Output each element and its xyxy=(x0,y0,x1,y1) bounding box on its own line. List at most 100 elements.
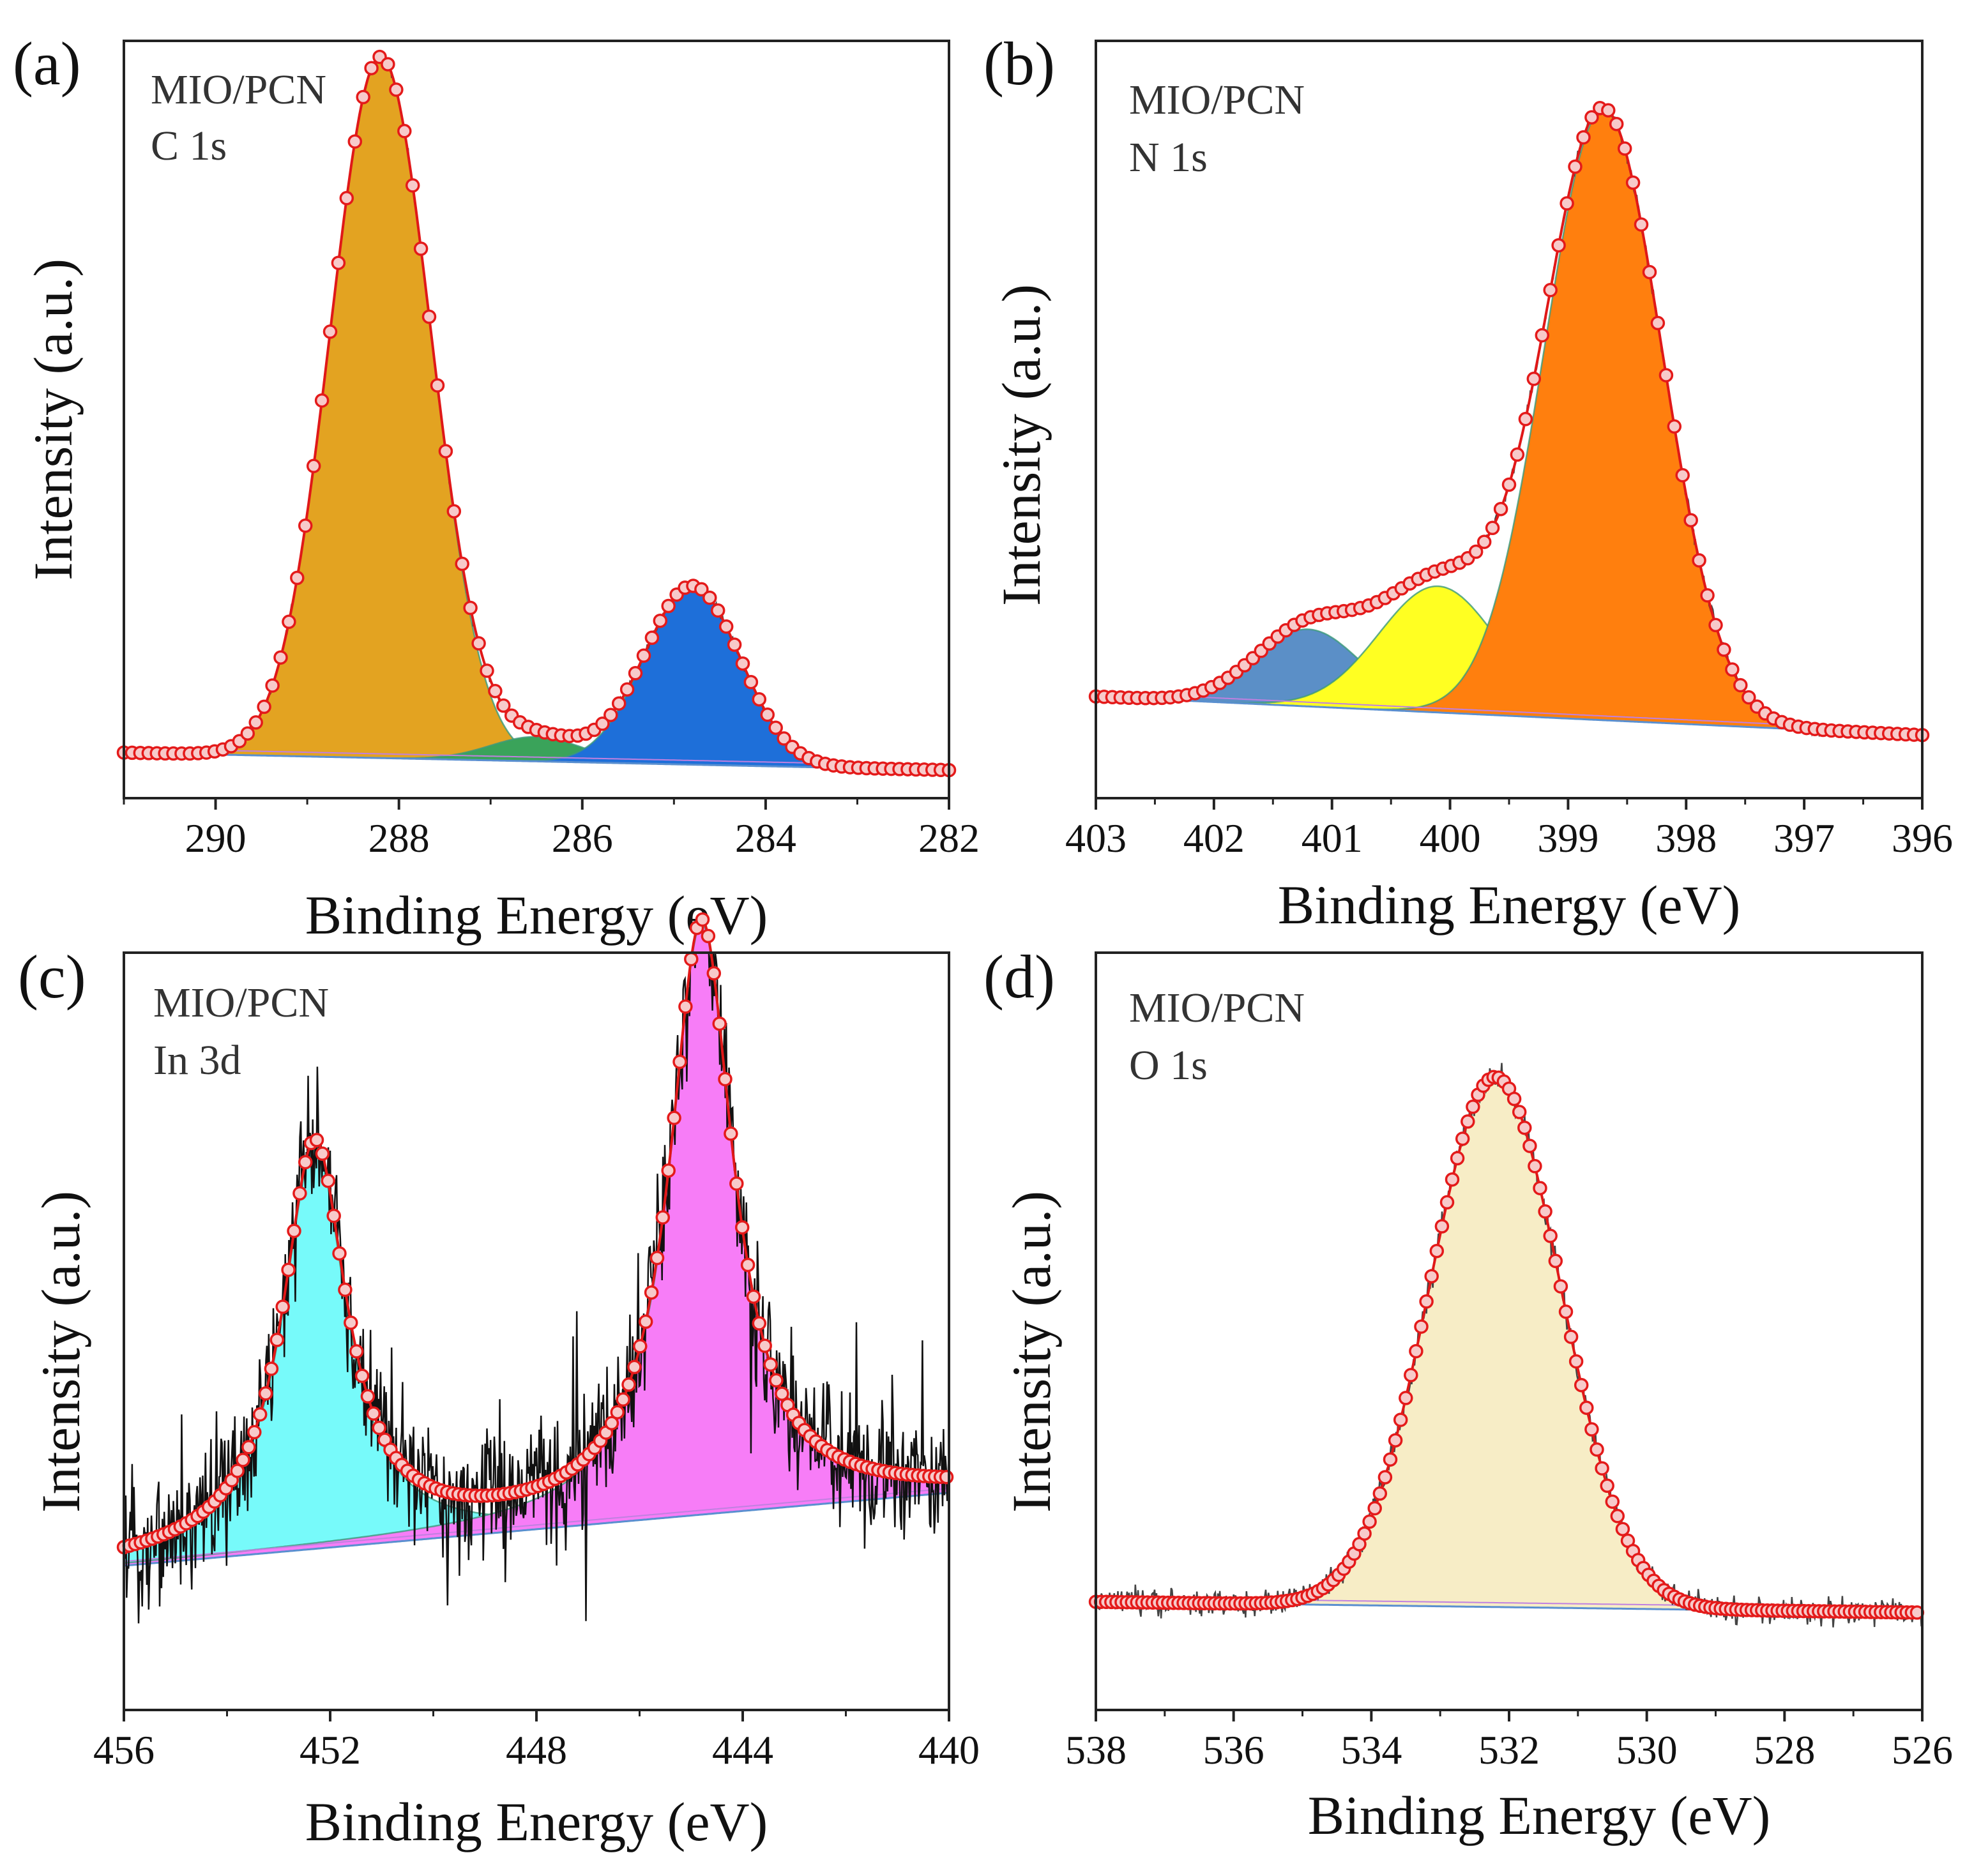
panel-a-fit-marker-42 xyxy=(455,556,469,571)
panel-d-fit-marker-91 xyxy=(1553,1279,1568,1294)
panel-c-fit-marker-93 xyxy=(638,1314,653,1329)
panel-d-fit-marker-97 xyxy=(1584,1422,1599,1437)
panel-a: 290 288 286 284 282 (a) MIO/PCN C 1s Binding… xyxy=(13,29,980,946)
panel-a-fit-marker-19 xyxy=(265,678,280,693)
panel-c-fit-marker-100 xyxy=(678,999,693,1014)
panel-b-fit-marker-48 xyxy=(1476,534,1492,549)
panel-a-fit-marker-74 xyxy=(718,619,734,634)
panel-d-fit-marker-60 xyxy=(1393,1412,1408,1427)
panel-a-fit-marker-21 xyxy=(282,614,296,630)
panel-d-component-peak-1 xyxy=(1096,1076,1922,1614)
panel-c-fit-marker-107 xyxy=(718,1071,732,1087)
panel-c-fit-marker-37 xyxy=(321,1174,336,1188)
panel-b-tick-label-399: 399 xyxy=(1537,815,1598,861)
panel-a-fit-marker-45 xyxy=(480,663,494,678)
panel-c-fit-marker-27 xyxy=(264,1361,279,1376)
panel-a-fit-marker-27 xyxy=(331,255,346,270)
panel-a-fit-marker-36 xyxy=(405,178,420,193)
panel-c-tick-label-456: 456 xyxy=(93,1727,155,1773)
panel-c-fit-marker-109 xyxy=(729,1176,744,1191)
panel-c-fit-marker-33 xyxy=(298,1154,313,1170)
panel-d-fit-marker-88 xyxy=(1538,1204,1552,1219)
panel-b-fit-marker-58 xyxy=(1560,196,1574,211)
panel-d-fit-marker-93 xyxy=(1563,1329,1579,1344)
panel-d-fit-marker-71 xyxy=(1450,1151,1465,1166)
panel-a-fit-marker-66 xyxy=(653,613,668,628)
panel-d-fit-marker-83 xyxy=(1512,1105,1527,1119)
panel-c-fit-marker-41 xyxy=(344,1315,358,1330)
panel-a-fit-marker-65 xyxy=(644,630,660,646)
panel-b-fit-marker-53 xyxy=(1518,412,1533,427)
panel-a-fit-marker-78 xyxy=(752,692,767,707)
panel-a-fit-marker-41 xyxy=(446,504,462,518)
panel-d-fit-marker-69 xyxy=(1439,1195,1455,1210)
panel-d-tick-label-538: 538 xyxy=(1065,1727,1127,1773)
panel-d-fit-marker-92 xyxy=(1558,1305,1574,1319)
panel-d-ticks: 538 536 534 532 530 528 526 xyxy=(1065,1710,1953,1773)
panel-d-fit-marker-74 xyxy=(1466,1100,1480,1114)
panel-c-fit-marker-106 xyxy=(712,1016,727,1031)
panel-d-fit-marker-56 xyxy=(1372,1486,1388,1501)
panel-a-fit-marker-16 xyxy=(240,726,255,741)
panel-c-frame xyxy=(123,951,950,1711)
panel-b-fit-marker-76 xyxy=(1708,617,1723,633)
panel-a-tick-label-284: 284 xyxy=(735,815,796,861)
panel-d-tick-label-536: 536 xyxy=(1203,1727,1264,1773)
panel-a-data-layer xyxy=(116,49,957,778)
panel-a-fit-marker-80 xyxy=(768,720,783,735)
panel-a-component-peak-1 xyxy=(123,56,950,771)
panel-d-fit-marker-84 xyxy=(1517,1120,1532,1135)
panel-c-fit-marker-42 xyxy=(349,1344,364,1359)
panel-c-fit-marker-104 xyxy=(701,928,716,944)
panel-b-fit-marker-66 xyxy=(1625,175,1641,190)
panel-c-fit-marker-28 xyxy=(269,1333,285,1347)
panel-b: 403 402 401 400 399 398 397 396 (b) MIO/PCN N 1… xyxy=(983,29,1953,935)
panel-a-fit-marker-76 xyxy=(735,656,750,671)
panel-c-fit-marker-97 xyxy=(661,1163,676,1178)
panel-c-fit-marker-96 xyxy=(655,1210,671,1225)
panel-b-tick-label-401: 401 xyxy=(1302,815,1363,861)
panel-b-fit-marker-50 xyxy=(1493,501,1508,517)
panel-d-fit-marker-103 xyxy=(1615,1522,1630,1536)
panel-d-tick-label-532: 532 xyxy=(1478,1727,1540,1773)
panel-a-fit-marker-59 xyxy=(595,716,610,731)
panel-a-fit-marker-35 xyxy=(397,124,412,139)
panel-a-envelope-fit xyxy=(123,55,950,772)
panel-b-label: (b) xyxy=(983,29,1055,98)
panel-d-fit-marker-66 xyxy=(1424,1269,1439,1283)
panel-a-background-line xyxy=(123,752,950,771)
panel-b-tick-label-400: 400 xyxy=(1420,815,1481,861)
panel-d-label: (d) xyxy=(983,942,1055,1011)
panel-c-fit-marker-111 xyxy=(740,1257,755,1273)
panel-d-fit-marker-72 xyxy=(1455,1131,1470,1146)
panel-b-fit-marker-49 xyxy=(1485,520,1500,536)
panel-a-tick-label-286: 286 xyxy=(552,815,613,861)
panel-d-fit-marker-100 xyxy=(1600,1478,1614,1494)
panel-c-label: (c) xyxy=(18,942,86,1011)
panel-b-fit-marker-63 xyxy=(1601,103,1616,118)
panel-d-fit-marker-70 xyxy=(1445,1172,1460,1187)
panel-b-fit-marker-74 xyxy=(1692,553,1706,568)
panel-a-fit-marker-61 xyxy=(611,696,626,711)
panel-c-fit-marker-114 xyxy=(757,1338,772,1353)
panel-c-fit-marker-40 xyxy=(338,1282,353,1297)
panel-a-fit-marker-23 xyxy=(298,518,313,533)
panel-c-fit-marker-22 xyxy=(236,1453,250,1467)
panel-c-background-line-2 xyxy=(123,1487,950,1562)
panel-c-fit-marker-30 xyxy=(281,1262,296,1277)
panel-a-fit-marker-43 xyxy=(463,600,478,616)
panel-d-fit-marker-95 xyxy=(1574,1377,1589,1393)
panel-c-fit-marker-45 xyxy=(366,1406,381,1421)
panel-b-fit-marker-70 xyxy=(1658,368,1674,382)
panel-c-fit-marker-94 xyxy=(644,1285,659,1300)
panel-a-fit-marker-22 xyxy=(290,570,305,586)
panel-c-sample: MIO/PCN xyxy=(153,980,329,1026)
panel-a-fit-marker-64 xyxy=(636,648,651,663)
panel-d-fit-marker-58 xyxy=(1383,1452,1398,1467)
panel-b-fit-marker-54 xyxy=(1526,372,1542,386)
panel-c-fit-marker-112 xyxy=(746,1289,761,1304)
panel-b-fit-marker-67 xyxy=(1634,217,1649,232)
panel-d-data-layer xyxy=(1088,1063,1925,1628)
panel-d-fit-marker-68 xyxy=(1434,1219,1450,1234)
panel-a-fit-marker-79 xyxy=(760,707,775,722)
